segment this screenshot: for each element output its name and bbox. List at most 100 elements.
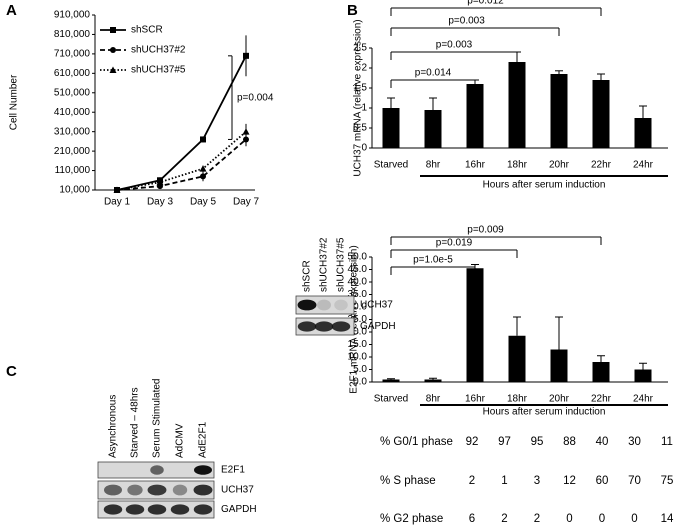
band <box>103 504 123 515</box>
y-tick-label: 810,000 <box>54 29 91 40</box>
lane-label: Starved – 48hrs <box>130 387 141 458</box>
panel-label: B <box>347 2 358 19</box>
table-cell: 40 <box>596 436 609 448</box>
band <box>150 465 164 475</box>
table-cell: 70 <box>628 475 641 487</box>
y-tick-label: 710,000 <box>54 49 91 60</box>
table-cell: 0 <box>566 513 572 525</box>
legend-label: shUCH37#5 <box>131 65 186 76</box>
x-tick-label: 24hr <box>633 394 654 405</box>
table-cell: 6 <box>469 513 475 525</box>
y-tick-label: 0.5 <box>353 123 367 134</box>
marker <box>156 178 164 186</box>
y-tick-label: 1 <box>361 103 367 114</box>
table-cell: 75 <box>661 475 674 487</box>
table-cell: 92 <box>466 436 479 448</box>
y-tick-label: 2 <box>361 63 367 74</box>
marker <box>200 173 206 180</box>
band <box>194 465 212 475</box>
bar <box>466 268 484 382</box>
band <box>331 321 351 332</box>
bar <box>592 362 610 382</box>
table-cell: 2 <box>469 475 475 487</box>
row-label: % G2 phase <box>380 513 443 525</box>
y-tick-label: 5.0 <box>353 364 367 375</box>
band <box>334 299 348 311</box>
row-label: UCH37 <box>221 485 254 496</box>
marker <box>110 27 116 33</box>
x-tick-label: 16hr <box>465 394 486 405</box>
table-cell: 95 <box>531 436 544 448</box>
table-cell: 3 <box>534 475 540 487</box>
annotation: p=0.019 <box>436 238 473 249</box>
band <box>147 504 167 515</box>
band <box>170 504 190 515</box>
lane-label: AdCMV <box>175 423 186 458</box>
bar <box>508 62 526 148</box>
bar <box>466 84 484 148</box>
bar <box>424 110 442 148</box>
band <box>193 484 213 496</box>
y-tick-label: 50.0 <box>348 252 368 263</box>
lane-label: AdE2F1 <box>198 421 209 458</box>
bar <box>424 379 442 382</box>
band <box>193 504 213 515</box>
band <box>297 299 317 311</box>
legend-label: shSCR <box>131 25 163 36</box>
y-tick-label: 10,000 <box>59 185 90 196</box>
y-tick-label: 410,000 <box>54 107 91 118</box>
x-axis-label: Hours after serum induction <box>483 180 606 191</box>
band <box>172 484 188 496</box>
x-tick-label: 8hr <box>426 160 441 171</box>
legend-label: shUCH37#2 <box>131 45 186 56</box>
panel-label: A <box>6 2 17 19</box>
bar <box>382 379 400 382</box>
y-tick-label: 0 <box>361 143 367 154</box>
band <box>147 484 167 496</box>
annotation: p=0.003 <box>436 40 473 51</box>
table-cell: 97 <box>498 436 511 448</box>
x-tick-label: Day 3 <box>147 197 174 208</box>
marker <box>199 165 207 172</box>
y-tick-label: 20.0 <box>348 327 368 338</box>
x-tick-label: 20hr <box>549 160 570 171</box>
annotation: p=0.003 <box>448 16 485 27</box>
marker <box>242 128 250 135</box>
bar <box>550 74 568 148</box>
row-label: GAPDH <box>360 321 396 332</box>
x-tick-label: 18hr <box>507 394 528 405</box>
y-axis-label: Cell Number <box>9 74 20 130</box>
annotation: p=0.012 <box>467 0 504 7</box>
bar <box>592 80 610 148</box>
band <box>104 484 122 496</box>
x-tick-label: Day 1 <box>104 197 131 208</box>
y-tick-label: 310,000 <box>54 126 91 137</box>
annotation: p=1.0e-5 <box>413 255 453 266</box>
panel-label: C <box>6 363 17 380</box>
table-cell: 0 <box>631 513 637 525</box>
annotation: p=0.009 <box>467 225 504 236</box>
marker <box>243 52 249 59</box>
y-tick-label: 25.0 <box>348 314 368 325</box>
table-cell: 30 <box>628 436 641 448</box>
y-tick-label: 610,000 <box>54 68 91 79</box>
table-cell: 2 <box>501 513 507 525</box>
y-tick-label: 510,000 <box>54 87 91 98</box>
y-tick-label: 1.5 <box>353 83 367 94</box>
row-label: GAPDH <box>221 504 257 515</box>
row-label: E2F1 <box>221 465 245 476</box>
lane-label: Serum Stimulated <box>152 379 163 458</box>
x-tick-label: Starved <box>374 160 408 171</box>
x-tick-label: 22hr <box>591 394 612 405</box>
lane-label: Asynchronous <box>108 395 119 458</box>
marker <box>110 47 116 53</box>
y-tick-label: 210,000 <box>54 146 91 157</box>
table-cell: 11 <box>661 436 673 448</box>
row-label: % S phase <box>380 475 436 487</box>
y-tick-label: 0.0 <box>353 377 367 388</box>
x-tick-label: 16hr <box>465 160 486 171</box>
bar <box>382 108 400 148</box>
x-tick-label: 8hr <box>426 394 441 405</box>
y-tick-label: 10.0 <box>348 352 368 363</box>
